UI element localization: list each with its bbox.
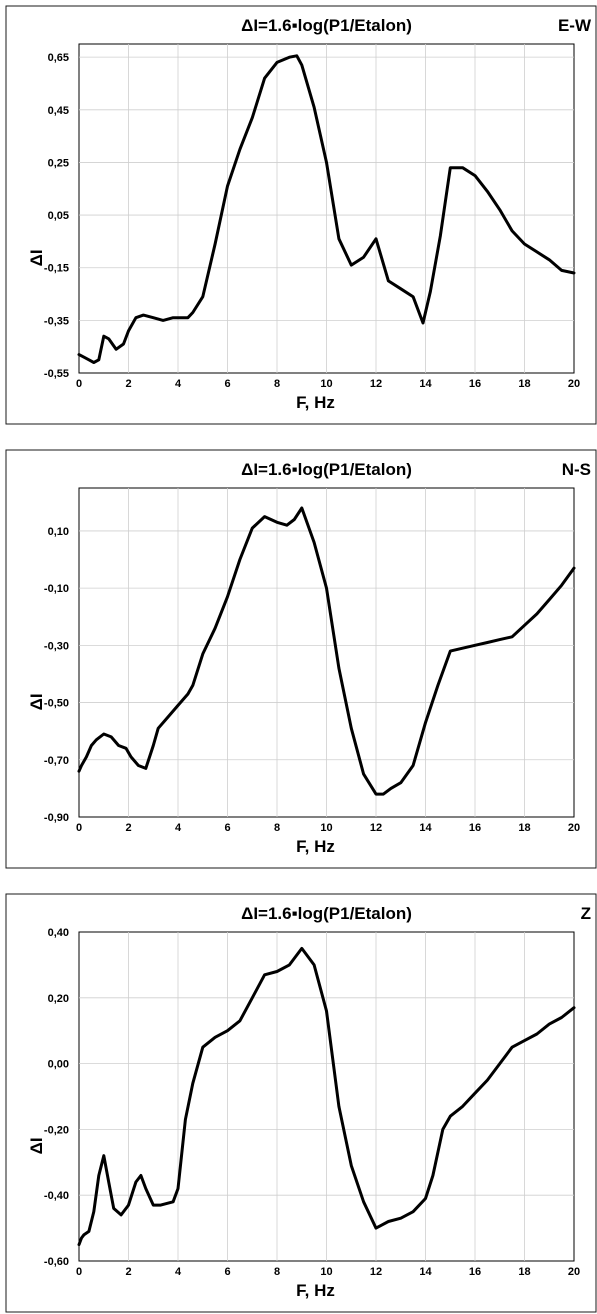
y-axis-title: ΔI (27, 249, 46, 266)
y-tick-label: -0,55 (44, 368, 69, 380)
y-tick-label: 0,40 (48, 927, 69, 939)
x-tick-label: 20 (568, 378, 580, 390)
y-tick-label: 0,00 (48, 1059, 69, 1071)
x-tick-label: 16 (469, 822, 481, 834)
x-tick-label: 6 (224, 822, 230, 834)
x-tick-label: 2 (125, 822, 131, 834)
y-tick-label: 0,10 (48, 526, 69, 538)
x-tick-label: 18 (518, 822, 530, 834)
y-axis-title: ΔI (27, 1137, 46, 1154)
x-tick-label: 2 (125, 1266, 131, 1278)
x-tick-label: 0 (76, 1266, 82, 1278)
y-tick-label: 0,45 (48, 105, 69, 117)
y-tick-label: 0,25 (48, 157, 69, 169)
component-label: Z (581, 904, 591, 923)
chart-panel-z: 0 2 4 6 8 10 12 14 16 18 20 -0,60 -0,40 -0,20 0,00 0,20… (0, 888, 597, 1313)
x-tick-label: 16 (469, 378, 481, 390)
y-tick-label: -0,50 (44, 698, 69, 710)
chart-panel-ew: 0 2 4 6 8 10 12 14 16 18 20 -0,55 -0,35 -0,15 0,05 0,25… (0, 0, 597, 425)
y-tick-label: -0,10 (44, 583, 69, 595)
series-line (77, 506, 576, 796)
series-line (77, 946, 576, 1247)
y-tick-label: -0,90 (44, 812, 69, 824)
chart-title: ΔI=1.6▪log(P1/Etalon) (241, 16, 412, 35)
x-tick-label: 8 (274, 822, 280, 834)
x-tick-label: 18 (518, 1266, 530, 1278)
x-axis-title: F, Hz (296, 837, 335, 856)
chart-title: ΔI=1.6▪log(P1/Etalon) (241, 904, 412, 923)
chart-svg: 0 2 4 6 8 10 12 14 16 18 20 -0,55 -0,35 -0,15 0,05 0,25… (5, 5, 597, 425)
x-tick-label: 10 (320, 378, 332, 390)
x-tick-label: 10 (320, 1266, 332, 1278)
x-tick-label: 4 (175, 822, 182, 834)
y-tick-label: -0,40 (44, 1190, 69, 1202)
x-tick-label: 6 (224, 378, 230, 390)
x-tick-label: 8 (274, 378, 280, 390)
x-tick-label: 14 (419, 822, 432, 834)
y-axis-title: ΔI (27, 693, 46, 710)
x-tick-label: 4 (175, 1266, 182, 1278)
x-tick-label: 0 (76, 378, 82, 390)
y-tick-label: -0,15 (44, 263, 69, 275)
y-tick-label: -0,70 (44, 755, 69, 767)
x-tick-label: 10 (320, 822, 332, 834)
x-tick-label: 12 (370, 1266, 382, 1278)
x-axis-title: F, Hz (296, 393, 335, 412)
series-line (77, 54, 576, 364)
x-tick-label: 0 (76, 822, 82, 834)
x-tick-label: 18 (518, 378, 530, 390)
y-tick-label: 0,20 (48, 993, 69, 1005)
x-tick-label: 4 (175, 378, 182, 390)
y-tick-label: -0,60 (44, 1256, 69, 1268)
y-tick-label: -0,35 (44, 315, 69, 327)
x-tick-label: 16 (469, 1266, 481, 1278)
y-tick-label: -0,20 (44, 1124, 69, 1136)
chart-panel-ns: 0 2 4 6 8 10 12 14 16 18 20 -0,90 -0,70 -0,50 -0,30 -0,… (0, 444, 597, 869)
y-tick-label: 0,05 (48, 210, 69, 222)
x-tick-label: 12 (370, 378, 382, 390)
y-tick-label: 0,65 (48, 52, 69, 64)
x-axis-title: F, Hz (296, 1281, 335, 1300)
x-tick-label: 12 (370, 822, 382, 834)
x-tick-label: 14 (419, 378, 432, 390)
x-tick-label: 14 (419, 1266, 432, 1278)
x-tick-label: 6 (224, 1266, 230, 1278)
chart-title: ΔI=1.6▪log(P1/Etalon) (241, 460, 412, 479)
component-label: E-W (558, 16, 592, 35)
x-tick-label: 20 (568, 822, 580, 834)
chart-svg: 0 2 4 6 8 10 12 14 16 18 20 -0,90 -0,70 -0,50 -0,30 -0,… (5, 449, 597, 869)
chart-svg: 0 2 4 6 8 10 12 14 16 18 20 -0,60 -0,40 -0,20 0,00 0,20… (5, 893, 597, 1313)
x-tick-label: 2 (125, 378, 131, 390)
x-tick-label: 8 (274, 1266, 280, 1278)
x-tick-label: 20 (568, 1266, 580, 1278)
component-label: N-S (562, 460, 591, 479)
y-tick-label: -0,30 (44, 640, 69, 652)
